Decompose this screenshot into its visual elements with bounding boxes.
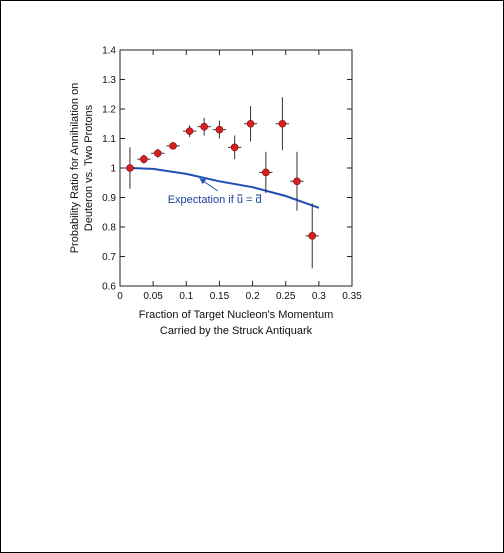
x-tick-label: 0.1 xyxy=(179,291,193,302)
y-axis-label-line1: Probability Ratio for Annihilation on xyxy=(69,83,81,254)
annotation-u: u xyxy=(237,194,243,206)
x-tick-label: 0.15 xyxy=(210,291,230,302)
data-point xyxy=(246,119,255,128)
data-point xyxy=(230,143,239,152)
x-tick-label: 0.05 xyxy=(143,291,163,302)
annotation-arrow xyxy=(199,177,219,192)
annotation-d: d xyxy=(255,194,261,206)
data-points xyxy=(123,97,319,269)
y-tick-label: 1.4 xyxy=(102,46,116,57)
data-point xyxy=(169,142,177,150)
y-tick-label: 1 xyxy=(110,164,116,175)
y-tick-label: 1.2 xyxy=(102,105,116,116)
data-point xyxy=(293,177,301,186)
data-point xyxy=(262,168,270,177)
annotation-eq: = xyxy=(243,194,256,206)
y-ticks: 0.6 0.7 0.8 0.9 1 1.1 1.2 1.3 1.4 xyxy=(102,46,352,293)
y-tick-label: 1.1 xyxy=(102,134,116,145)
x-tick-label: 0.2 xyxy=(246,291,260,302)
annotation-text: Expectation if u = d xyxy=(168,194,262,206)
y-axis-label-line2: Deuteron vs. Two Protons xyxy=(83,104,95,231)
y-tick-label: 0.9 xyxy=(102,193,116,204)
data-point xyxy=(185,127,194,135)
x-axis-label-line1: Fraction of Target Nucleon's Momentum xyxy=(139,309,333,321)
x-tick-label: 0.3 xyxy=(312,291,326,302)
x-axis-label-line2: Carried by the Struck Antiquark xyxy=(160,325,313,337)
expectation-curve xyxy=(129,167,320,209)
annotation-text-1: Expectation if xyxy=(168,194,237,206)
y-tick-label: 0.7 xyxy=(102,252,116,263)
data-point xyxy=(126,164,134,172)
data-point xyxy=(215,125,224,134)
x-tick-label: 0.35 xyxy=(342,291,362,302)
x-tick-label: 0 xyxy=(117,291,123,302)
y-tick-label: 0.6 xyxy=(102,282,116,293)
plot-area xyxy=(119,49,353,287)
y-tick-label: 1.3 xyxy=(102,75,116,86)
x-ticks: 0 0.05 0.1 0.15 0.2 0.25 0.3 0.35 xyxy=(117,50,362,302)
x-tick-label: 0.25 xyxy=(276,291,296,302)
data-point xyxy=(308,232,317,240)
data-point xyxy=(140,155,148,163)
data-point xyxy=(153,149,162,158)
data-point xyxy=(278,119,287,128)
data-point xyxy=(200,122,208,131)
y-tick-label: 0.8 xyxy=(102,223,116,234)
